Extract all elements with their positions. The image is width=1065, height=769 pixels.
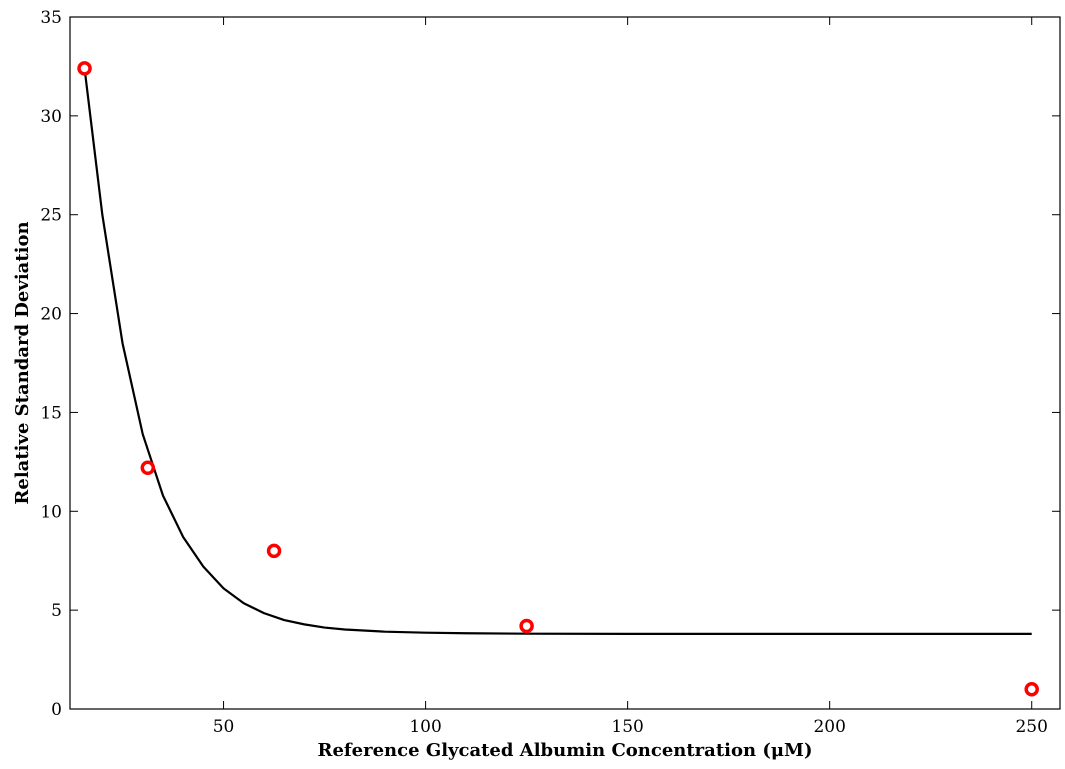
plot-frame [69,16,1061,710]
y-axis-title: Relative Standard Deviation [12,221,33,504]
x-tick-label: 200 [813,717,845,737]
y-tick-label: 0 [51,700,62,720]
y-tick-label: 25 [40,206,62,226]
x-tick-label: 100 [409,717,441,737]
data-point [266,543,282,559]
series-layer [77,61,1039,697]
x-tick-label: 150 [611,717,643,737]
y-axis-ticks: 0 5 10 15 20 25 30 35 [40,8,1060,720]
x-axis-title: Reference Glycated Albumin Concentration… [318,740,813,761]
y-tick-label: 5 [51,601,62,621]
data-point [77,61,92,76]
x-axis-ticks: 50 100 150 200 250 [213,17,1048,737]
data-point [140,460,156,476]
y-tick-label: 20 [40,305,62,325]
y-tick-label: 30 [40,107,62,127]
y-tick-label: 35 [40,8,62,28]
y-tick-label: 15 [40,403,62,423]
x-tick-label: 50 [213,717,235,737]
x-tick-label: 250 [1015,717,1047,737]
y-tick-label: 10 [40,502,62,522]
fit-curve [83,68,1032,635]
data-point [1024,681,1039,697]
data-point [519,618,534,634]
